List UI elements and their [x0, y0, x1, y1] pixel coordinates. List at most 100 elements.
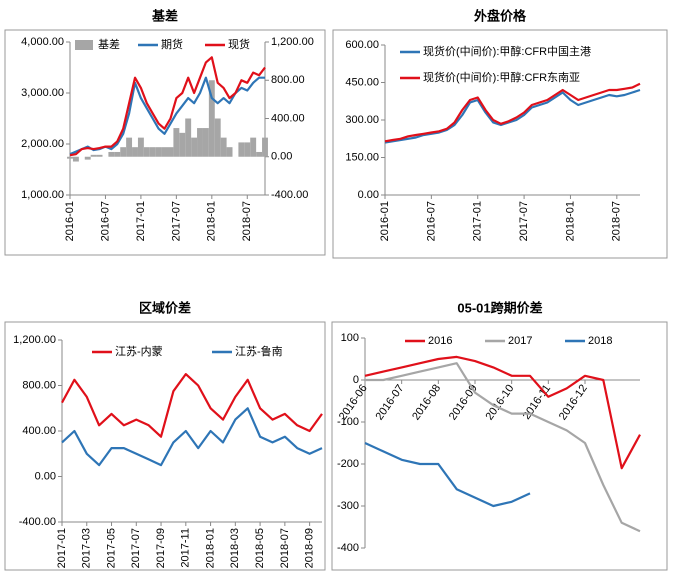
x-tick-label: 2018-07 [241, 201, 253, 241]
basis-bar [262, 137, 268, 157]
series-line [364, 355, 641, 470]
x-tick-label: 2018-07 [279, 528, 291, 568]
y-tick-label: 4,000.00 [21, 36, 64, 48]
y-tick-label: 3,000.00 [21, 87, 64, 99]
legend-label: 2017 [508, 335, 532, 347]
x-tick-label: 2017-07 [170, 201, 182, 241]
y-tick-label: 800.00 [22, 379, 56, 391]
basis-bar [173, 128, 180, 157]
basis-bar [226, 147, 233, 157]
x-tick-label: 2017-01 [472, 201, 484, 241]
x-tick-label: 2016-01 [379, 201, 391, 241]
series-line [69, 56, 266, 157]
basis-bar [197, 128, 203, 157]
basis-bar [214, 118, 221, 157]
series-line [384, 82, 641, 143]
basis-bar [250, 137, 257, 157]
basis-bar [238, 142, 245, 157]
y-tick-label: -200 [337, 458, 359, 470]
basis-bar [208, 80, 215, 157]
series-line [61, 407, 323, 467]
basis-bar [167, 147, 174, 157]
legend-label: 现货价(中间价):甲醇:CFR中国主港 [423, 44, 591, 58]
series-line [364, 442, 531, 508]
x-tick-label: 2016-01 [64, 201, 76, 241]
legend-label: 江苏-内蒙 [115, 344, 163, 358]
y2-tick-label: -400.00 [271, 189, 308, 201]
legend-label: 现货价(中间价):甲醇:CFR东南亚 [423, 70, 580, 84]
legend-label: 2016 [428, 335, 452, 347]
x-tick-label: 2018-07 [611, 201, 623, 241]
x-tick-label: 2016-07 [374, 383, 407, 423]
y2-tick-label: 0.00 [271, 151, 292, 163]
x-tick-label: 2017-07 [130, 528, 142, 568]
x-tick-label: 2018-01 [206, 201, 218, 241]
x-tick-label: 2018-01 [564, 201, 576, 241]
basis-bar [185, 118, 192, 157]
basis-bar [155, 147, 162, 157]
y-tick-label: 150.00 [345, 151, 379, 163]
y2-tick-label: 1,200.00 [271, 36, 314, 48]
basis-bar [191, 137, 198, 157]
basis-bar [84, 156, 91, 160]
x-tick-label: 2016-08 [410, 383, 443, 423]
y-tick-label: 1,200.00 [13, 334, 56, 346]
x-tick-label: 2017-09 [155, 528, 167, 568]
y-tick-label: -400 [337, 542, 359, 554]
legend-label: 基差 [98, 37, 120, 51]
y-tick-label: 400.00 [22, 425, 56, 437]
y-tick-label: -300 [337, 500, 359, 512]
chart-title: 基差 [151, 8, 178, 23]
chart-frame [4, 321, 326, 571]
basis-bar [220, 137, 227, 157]
x-tick-label: 2017-03 [81, 528, 93, 568]
y-tick-label: -100 [337, 416, 359, 428]
x-tick-label: 2018-01 [204, 528, 216, 568]
basis-bar [72, 156, 79, 162]
series-line [365, 362, 641, 533]
chart-title: 区域价差 [139, 300, 191, 315]
basis-bar [244, 142, 251, 157]
y-tick-label: 300.00 [345, 114, 379, 126]
y-tick-label: 0.00 [35, 470, 56, 482]
x-tick-label: 2018-09 [304, 528, 316, 568]
x-tick-label: 2018-03 [229, 528, 241, 568]
series-line [69, 76, 265, 156]
basis-bar [132, 147, 138, 157]
x-tick-label: 2017-07 [518, 201, 530, 241]
legend-label: 期货 [161, 37, 183, 51]
y-tick-label: 1,000.00 [21, 189, 64, 201]
x-tick-label: 2017-01 [56, 528, 68, 568]
basis-bar [202, 128, 209, 157]
legend-label: 2018 [588, 335, 612, 347]
y-tick-label: 0.00 [358, 189, 379, 201]
y2-tick-label: 400.00 [271, 112, 305, 124]
basis-bar [126, 137, 133, 157]
x-tick-label: 2017-11 [180, 528, 192, 568]
x-tick-label: 2016-07 [99, 201, 111, 241]
x-tick-label: 2016-12 [557, 383, 590, 423]
y-tick-label: 600.00 [345, 39, 379, 51]
chart-title: 外盘价格 [473, 8, 527, 23]
basis-bar [149, 147, 156, 157]
chart-title: 05-01跨期价差 [457, 300, 542, 315]
basis-bar [179, 132, 186, 157]
legend-label: 现货 [228, 37, 250, 51]
y-tick-label: 0 [353, 374, 359, 386]
x-tick-label: 2016-09 [447, 383, 480, 423]
basis-bar [256, 151, 263, 157]
basis-bar [96, 154, 103, 157]
chart-frame [4, 29, 326, 256]
x-tick-label: 2017-01 [135, 201, 147, 241]
basis-bar [137, 137, 144, 157]
basis-bar [67, 156, 73, 159]
basis-bar [143, 147, 150, 157]
x-tick-label: 2016-07 [425, 201, 437, 241]
basis-bar [108, 151, 115, 157]
y-tick-label: 100 [341, 332, 359, 344]
series-line [61, 373, 323, 438]
x-tick-label: 2018-05 [254, 528, 266, 568]
series-line [384, 88, 641, 144]
chart-frame [331, 321, 668, 571]
